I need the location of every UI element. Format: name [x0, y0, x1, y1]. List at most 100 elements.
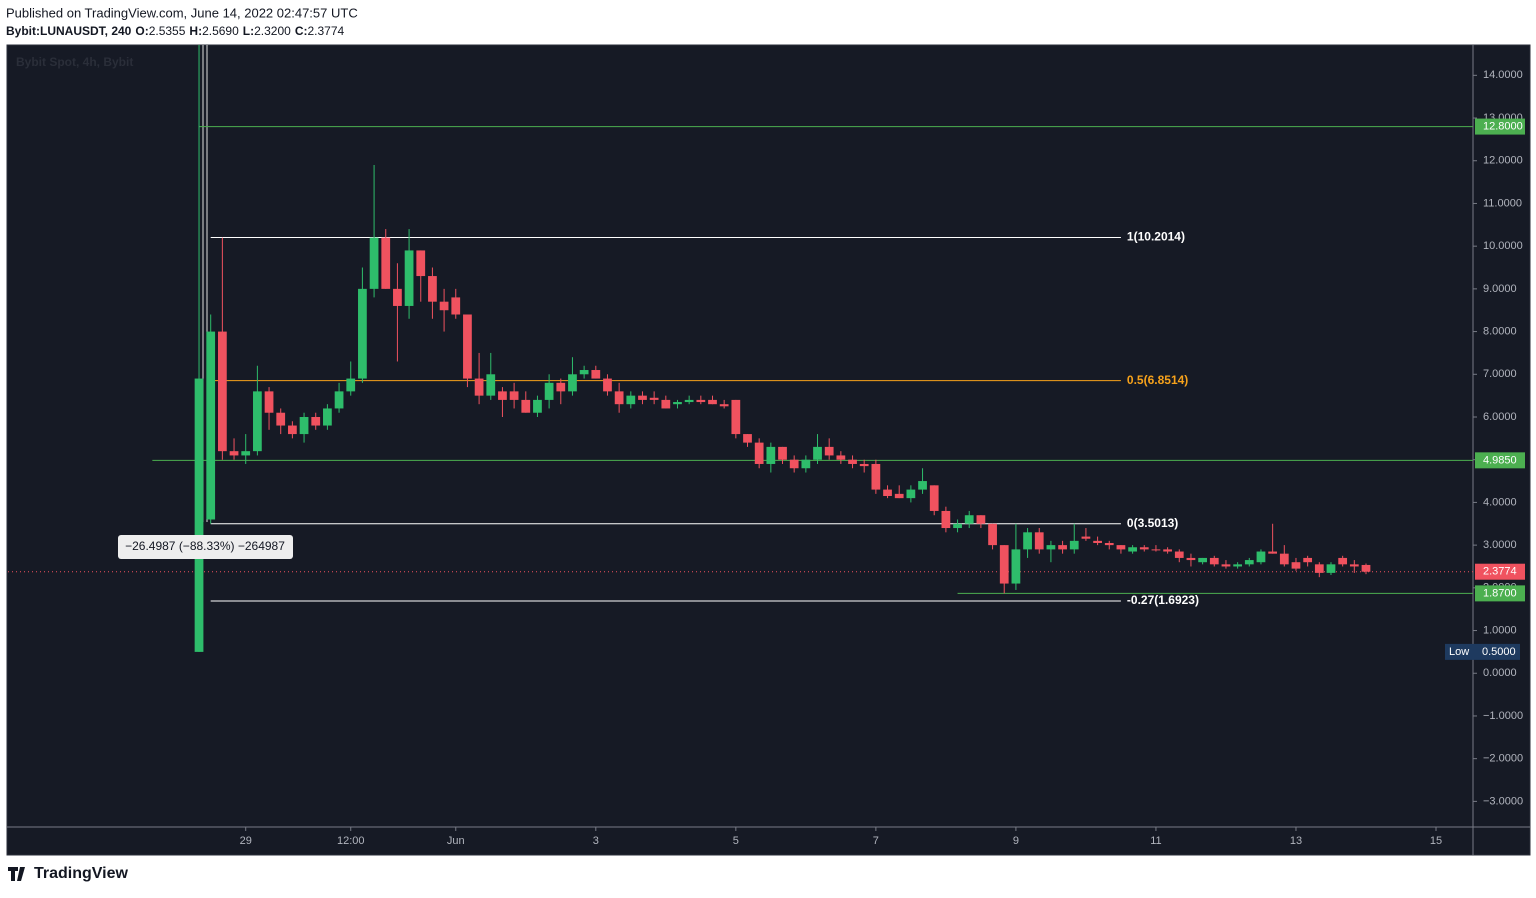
candle-body [848, 459, 857, 464]
candle-body [859, 463, 869, 467]
candle-body [719, 404, 729, 407]
candle-body [801, 459, 811, 469]
low-name: Low [1449, 646, 1469, 658]
candle-body [906, 489, 916, 499]
candle-body [1303, 557, 1313, 563]
fib-label: 1(10.2014) [1127, 230, 1185, 244]
y-tick-label: 14.0000 [1483, 69, 1523, 81]
candle-body [404, 250, 414, 306]
candle-body [626, 395, 636, 405]
candle-body [1163, 549, 1172, 552]
y-tick-label: 11.0000 [1483, 197, 1522, 209]
x-tick-label: 15 [1430, 835, 1442, 847]
last-price-label: 2.3774 [1483, 566, 1517, 578]
ohlc-value: 2.5690 [202, 24, 239, 38]
candle-body [1104, 542, 1114, 546]
candle-body [463, 314, 472, 379]
y-tick-label: 10.0000 [1483, 240, 1523, 252]
candle-body [416, 250, 426, 277]
x-tick-label: 7 [873, 835, 879, 847]
candle-body [696, 399, 706, 403]
ohlc-label: O: [135, 24, 148, 38]
candle-body [556, 382, 566, 392]
candle-body [509, 391, 519, 400]
candle-body [953, 523, 962, 529]
candle-body [311, 416, 321, 426]
candle-body [1023, 532, 1032, 550]
candle-body [591, 370, 601, 379]
candle-body [229, 451, 239, 456]
low-box [1445, 643, 1520, 660]
candle-body [521, 399, 531, 413]
candle-body [533, 399, 542, 413]
candle-body [346, 378, 356, 392]
fib-label: 0(3.5013) [1127, 516, 1178, 530]
candle-body [579, 370, 589, 375]
price-label: 12.8000 [1483, 120, 1523, 132]
y-tick-label: 0.0000 [1483, 667, 1517, 679]
candle-body [241, 451, 251, 456]
price-label-box [1475, 118, 1525, 135]
candle-body [673, 402, 682, 405]
price-label: 4.9850 [1483, 454, 1517, 466]
candle-body [1221, 564, 1231, 567]
candle-body [1326, 564, 1336, 573]
candle-body [708, 399, 717, 405]
candle-body [428, 276, 437, 302]
candle-body [603, 378, 612, 392]
candle-body [544, 382, 554, 400]
candle-body [778, 446, 787, 460]
candle-body [988, 523, 997, 546]
candle-body [1256, 551, 1266, 563]
x-tick-label: 9 [1013, 835, 1019, 847]
candle-body [883, 489, 892, 497]
candle-body [1186, 557, 1196, 561]
y-tick-label: 12.0000 [1483, 155, 1523, 167]
symbol-line: Bybit:LUNAUSDT, 240 O:2.5355 H:2.5690 L:2.3… [6, 24, 345, 38]
y-tick-label: 3.0000 [1483, 539, 1517, 551]
candle-body [288, 425, 297, 435]
fib-label: 0.5(6.8514) [1127, 373, 1188, 387]
candle-body [369, 237, 379, 289]
ohlc-value: 2.5355 [149, 24, 186, 38]
x-tick-label: 11 [1150, 835, 1161, 847]
candle-body [1244, 560, 1254, 565]
price-label-box [1475, 585, 1525, 602]
candle-body [474, 378, 484, 396]
candle-body [1116, 545, 1126, 550]
y-tick-label: 4.0000 [1483, 496, 1517, 508]
ohlc-value: 2.3774 [307, 24, 344, 38]
published: Published on TradingView.com, June 14, 2… [6, 5, 358, 20]
candle-body [1093, 540, 1102, 543]
candle-body [731, 399, 741, 435]
candle-body [754, 442, 764, 464]
y-tick-label: 1.0000 [1483, 624, 1517, 636]
legend: Bybit Spot, 4h, Bybit [16, 55, 133, 69]
symbol: Bybit:LUNAUSDT, 240 [6, 24, 132, 38]
candle-body [381, 237, 391, 289]
y-tick-label: −1.0000 [1483, 710, 1523, 722]
candle-body [1198, 557, 1207, 563]
x-tick-label: Jun [447, 835, 465, 847]
candle-body [323, 408, 332, 426]
candle-body [661, 399, 671, 409]
ohlc-label: L: [243, 24, 254, 38]
y-tick-label: −2.0000 [1483, 753, 1523, 765]
x-tick-label: 29 [240, 835, 252, 847]
fib-label: -0.27(1.6923) [1127, 593, 1199, 607]
candle-body [824, 446, 834, 456]
candle-body [976, 515, 986, 524]
measure-box [118, 535, 293, 559]
candle-body [1174, 551, 1184, 558]
candle-body [871, 463, 881, 490]
candle-body [1349, 564, 1359, 567]
y-tick-label: −3.0000 [1483, 795, 1523, 807]
x-tick-label: 12:00 [337, 835, 365, 847]
candle-body [276, 412, 286, 426]
candle-body [1151, 549, 1161, 551]
measure-label: −26.4987 (−88.33%) −264987 [125, 539, 285, 553]
candle-body [486, 374, 496, 396]
x-tick-label: 13 [1290, 835, 1302, 847]
candle-body [964, 515, 974, 524]
brand: TradingView [34, 865, 129, 882]
